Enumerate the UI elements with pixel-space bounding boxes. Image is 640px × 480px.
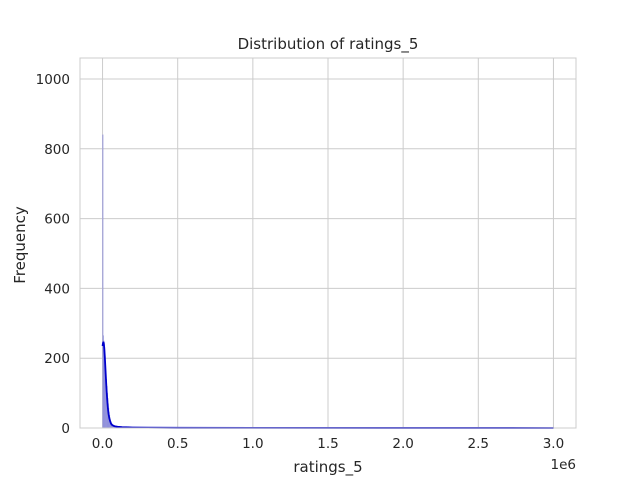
x-axis-label: ratings_5 (293, 458, 362, 477)
x-tick-label-4: 2.0 (392, 436, 413, 452)
y-axis-label: Frequency (11, 206, 29, 284)
y-tick-label-5: 1000 (36, 72, 70, 88)
x-tick-label-5: 2.5 (468, 436, 489, 452)
x-tick-label-3: 1.5 (317, 436, 338, 452)
y-tick-label-1: 200 (44, 351, 70, 367)
grid-lines (80, 58, 576, 429)
x-tick-label-0: 0.0 (92, 436, 113, 452)
x-axis-offset-label: 1e6 (551, 457, 576, 473)
x-axis-ticks: 0.0 0.5 1.0 1.5 2.0 2.5 3.0 (92, 436, 564, 452)
x-tick-label-6: 3.0 (543, 436, 564, 452)
x-tick-label-2: 1.0 (242, 436, 263, 452)
y-tick-label-4: 800 (44, 142, 70, 158)
x-tick-label-1: 0.5 (167, 436, 188, 452)
chart-title: Distribution of ratings_5 (238, 35, 419, 54)
plot-frame (79, 57, 577, 429)
y-tick-label-2: 400 (44, 281, 70, 297)
y-axis-ticks: 0 200 400 600 800 1000 (36, 72, 70, 437)
y-tick-label-3: 600 (44, 212, 70, 228)
y-tick-label-0: 0 (61, 421, 70, 437)
